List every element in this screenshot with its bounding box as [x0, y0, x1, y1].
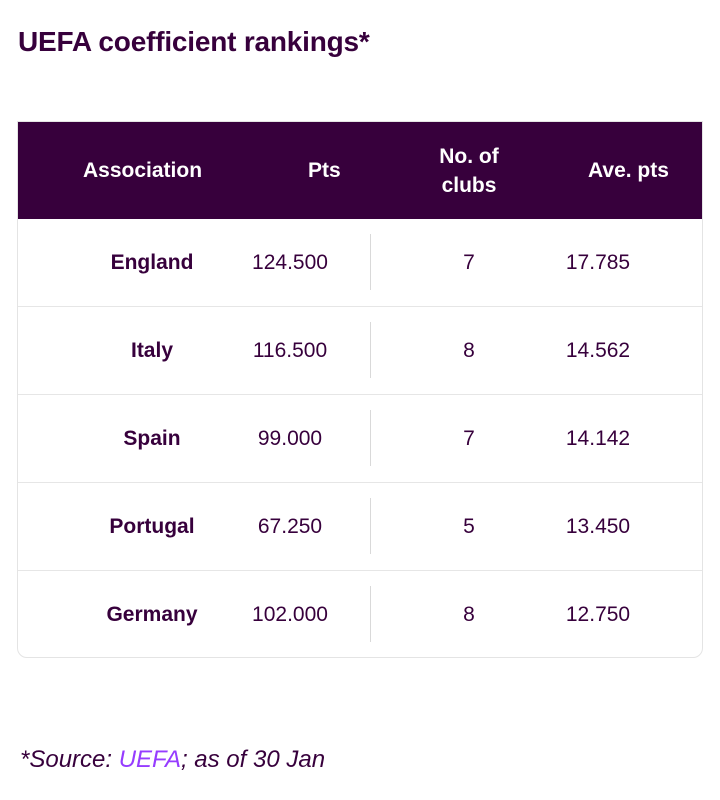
uefa-source-link[interactable]: UEFA — [118, 746, 181, 773]
cell-pts: 67.250 — [257, 514, 323, 538]
cell-clubs: 7 — [463, 426, 475, 450]
table-row: Portugal 67.250 5 13.450 — [18, 483, 702, 571]
table-row: Italy 116.500 8 14.562 — [18, 307, 702, 395]
column-divider — [370, 322, 371, 378]
cell-association: Italy — [130, 338, 174, 362]
cell-ave-pts: 14.562 — [565, 338, 631, 362]
header-no-of-clubs: No. of clubs — [439, 144, 499, 197]
cell-pts: 124.500 — [252, 250, 328, 274]
table-row: Germany 102.000 8 12.750 — [18, 571, 702, 657]
page-title: UEFA coefficient rankings* — [18, 26, 370, 57]
source-footnote: *Source: UEFA; as of 30 Jan — [20, 746, 325, 774]
header-ave-pts: Ave. pts — [588, 159, 669, 182]
cell-ave-pts: 13.450 — [565, 514, 631, 538]
cell-association: England — [110, 250, 194, 274]
cell-association: Germany — [106, 603, 198, 626]
column-divider — [370, 234, 371, 290]
cell-clubs: 8 — [463, 603, 475, 626]
cell-ave-pts: 14.142 — [565, 426, 631, 450]
cell-pts: 102.000 — [252, 603, 328, 626]
cell-clubs: 7 — [463, 250, 475, 274]
header-pts: Pts — [308, 159, 341, 182]
table-row: Spain 99.000 7 14.142 — [18, 395, 702, 483]
cell-pts: 116.500 — [252, 338, 328, 362]
cell-ave-pts: 17.785 — [565, 250, 631, 274]
column-divider — [370, 586, 371, 642]
cell-clubs: 8 — [463, 338, 475, 362]
cell-pts: 99.000 — [257, 426, 323, 450]
column-divider — [370, 410, 371, 466]
cell-ave-pts: 12.750 — [565, 603, 631, 626]
column-divider — [370, 498, 371, 554]
table-header: Association Pts No. of clubs Ave. pts — [18, 122, 702, 219]
rankings-table: Association Pts No. of clubs Ave. pts En… — [17, 121, 703, 658]
cell-clubs: 5 — [463, 514, 475, 538]
cell-association: Portugal — [109, 514, 195, 538]
table-row: England 124.500 7 17.785 — [18, 219, 702, 307]
header-association: Association — [83, 159, 203, 182]
cell-association: Spain — [123, 426, 181, 450]
footnote-suffix: ; as of 30 Jan — [180, 746, 326, 773]
footnote-prefix: *Source: — [20, 746, 119, 773]
